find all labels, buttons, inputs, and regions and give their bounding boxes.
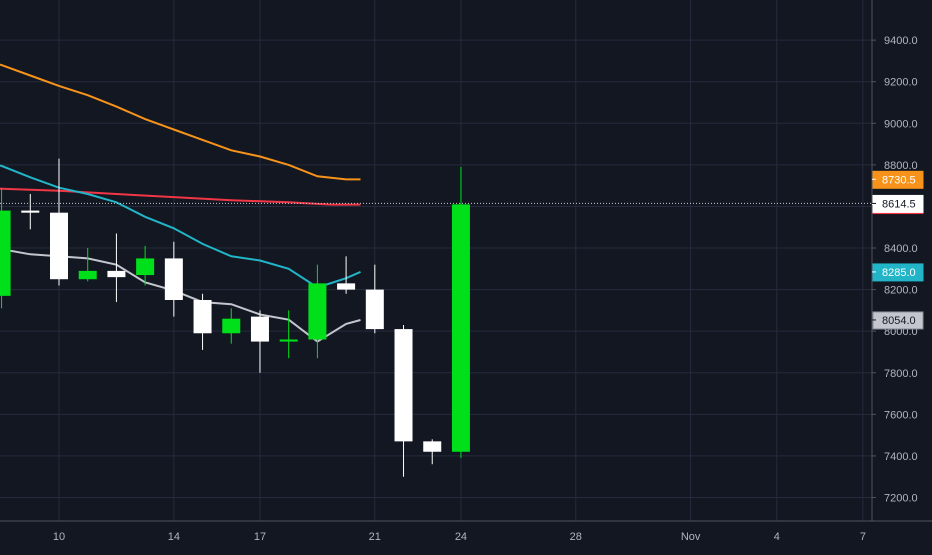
time-tick-label: 7 — [860, 531, 866, 543]
candle-body — [451, 204, 470, 452]
time-tick-label: 4 — [774, 531, 780, 543]
candle — [78, 248, 97, 282]
time-tick-label: Nov — [681, 531, 701, 543]
candle-body — [250, 316, 269, 342]
price-tag-label: 8054.0 — [882, 315, 916, 327]
price-tag: 8730.5 — [872, 170, 924, 189]
price-tick-label: 8400.0 — [884, 243, 918, 255]
candle-body — [164, 258, 183, 300]
price-tag-label: 8730.5 — [882, 174, 916, 186]
time-tick-label: 24 — [455, 531, 467, 543]
candle-body — [308, 283, 327, 340]
series-line — [0, 187, 361, 206]
candle-body — [136, 258, 155, 276]
candle — [107, 233, 126, 303]
price-tag: 8285.0 — [872, 263, 924, 282]
price-tick-label: 7400.0 — [884, 451, 918, 463]
candle — [193, 293, 212, 350]
candle-body — [423, 441, 442, 452]
candle-body — [50, 212, 68, 280]
price-tag-label: 8614.5 — [882, 198, 916, 210]
price-tick-label: 9400.0 — [884, 35, 918, 47]
time-tick-label: 10 — [53, 531, 65, 543]
time-tick-label: 21 — [369, 531, 381, 543]
time-tick-label: 17 — [254, 531, 266, 543]
candle-body — [0, 210, 11, 296]
candle-body — [337, 283, 356, 290]
time-tick-label: 28 — [570, 531, 582, 543]
price-axis: 7200.07400.07600.07800.08000.08200.08400… — [871, 0, 918, 521]
candle — [365, 264, 384, 334]
candle — [250, 310, 269, 373]
price-tag-label: 8285.0 — [882, 267, 916, 279]
price-tick-label: 7600.0 — [884, 409, 918, 421]
candle — [222, 308, 241, 344]
candle — [337, 256, 356, 294]
price-tag: 8614.5 — [872, 194, 924, 213]
candle-body — [365, 289, 384, 330]
candle — [0, 187, 11, 309]
candle-body — [193, 299, 212, 334]
candle-body — [394, 329, 413, 442]
candle — [136, 245, 155, 286]
price-tick-label: 9200.0 — [884, 77, 918, 89]
candle — [279, 310, 298, 359]
candle-body — [78, 270, 97, 280]
price-tick-label: 8800.0 — [884, 160, 918, 172]
candle — [50, 158, 68, 286]
candle — [451, 166, 470, 458]
price-tick-label: 8200.0 — [884, 285, 918, 297]
candle-body — [279, 339, 298, 342]
candle-body — [222, 318, 241, 334]
candle-body — [21, 210, 40, 213]
time-axis: 10 14 17 21 24 28 Nov 4 7 — [0, 520, 932, 543]
price-tick-label: 7800.0 — [884, 368, 918, 380]
candle — [394, 324, 413, 477]
candle-body — [107, 270, 126, 278]
series-line — [0, 164, 361, 289]
price-tick-label: 7200.0 — [884, 493, 918, 505]
series-line — [0, 63, 361, 181]
candle — [308, 264, 327, 359]
price-tick-label: 9000.0 — [884, 118, 918, 130]
candles — [0, 158, 470, 477]
candle — [164, 241, 183, 317]
candle — [423, 439, 442, 465]
price-tag: 8054.0 — [872, 311, 924, 330]
time-tick-label: 14 — [168, 531, 180, 543]
candle — [21, 193, 40, 230]
